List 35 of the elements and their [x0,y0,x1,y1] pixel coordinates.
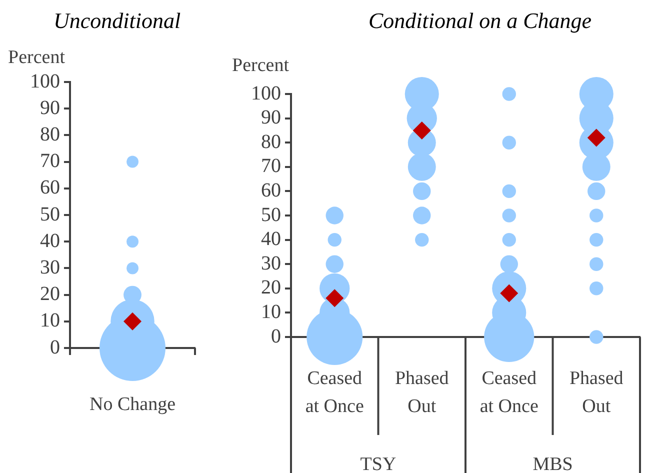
y-tick-label: 90 [261,106,281,129]
y-tick-label: 70 [40,150,60,172]
y-tick-label: 40 [40,230,60,252]
y-axis-title: Percent [232,54,290,76]
y-tick-label: 30 [261,252,281,274]
y-tick-label: 20 [261,276,281,299]
y-tick-label: 0 [271,325,281,348]
x-tick-label: No Change [89,394,176,415]
y-tick-label: 40 [261,228,281,250]
y-tick-label: 100 [251,82,281,104]
y-tick-label: 50 [40,203,60,226]
y-tick-label: 80 [40,123,60,146]
y-tick-label: 30 [40,256,60,278]
y-tick-label: 80 [261,130,281,153]
y-tick-label: 60 [261,179,281,202]
y-tick-label: 10 [40,310,60,332]
y-tick-label: 60 [40,176,60,199]
chart-title: Conditional on a Change [368,8,592,33]
x-tick-label: Ceased at Once [480,368,538,417]
x-tick-label: Phased Out [394,368,450,417]
chart-title: Unconditional [53,8,181,33]
y-tick-label: 90 [40,96,60,119]
point [326,289,344,308]
y-tick-label: 100 [30,70,60,92]
point [412,121,431,140]
y-tick-label: 20 [40,283,60,306]
text: TSY [360,454,396,473]
text: MBS [532,454,573,473]
y-tick-label: 0 [50,336,60,358]
y-tick-label: 50 [261,204,281,226]
y-axis-title: Percent [8,46,66,68]
x-tick-label: Ceased at Once [305,368,364,417]
x-tick-label: Phased Out [569,368,624,417]
y-tick-label: 70 [261,155,281,178]
y-tick-label: 10 [261,300,281,323]
